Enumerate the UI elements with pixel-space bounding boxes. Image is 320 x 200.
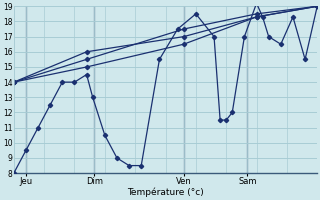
X-axis label: Température (°c): Température (°c) [127,188,204,197]
